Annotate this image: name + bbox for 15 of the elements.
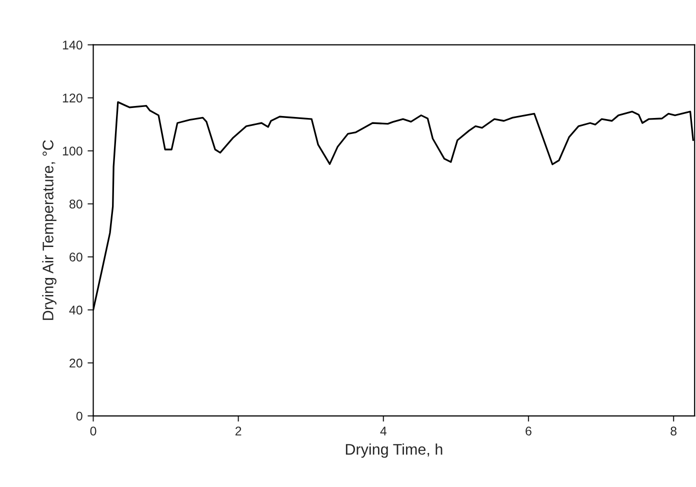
y-tick-label: 80	[69, 200, 82, 208]
x-tick-label: 8	[670, 426, 677, 436]
x-tick-label: 4	[380, 426, 387, 436]
x-axis-title: Drying Time, h	[346, 444, 442, 458]
x-tick-label: 0	[90, 426, 96, 436]
y-tick-label: 140	[62, 40, 82, 50]
y-tick-label: 100	[62, 146, 82, 156]
y-axis-title: Drying Air Temperature, °C	[42, 140, 56, 320]
x-tick-label: 2	[235, 426, 242, 436]
y-tick-label: 60	[70, 252, 82, 262]
y-tick-label: 20	[70, 358, 82, 368]
y-tick-label: 40	[69, 306, 82, 315]
x-tick-label: 6	[526, 426, 532, 436]
y-tick-label: 120	[62, 94, 82, 102]
y-tick-label: 0	[76, 412, 82, 421]
